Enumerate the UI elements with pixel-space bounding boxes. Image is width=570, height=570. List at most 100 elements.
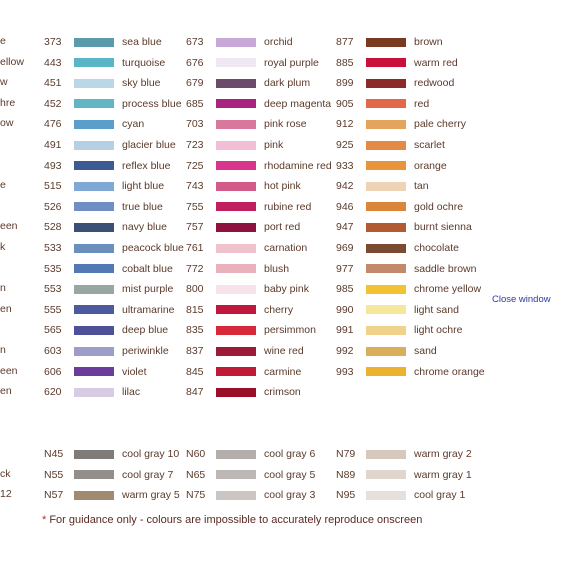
colour-name: chrome yellow: [414, 283, 482, 296]
colour-row: 443 turquoise: [44, 53, 165, 73]
colour-row: 533 peacock blue: [44, 238, 184, 258]
colour-row: 476 cyan: [44, 114, 144, 134]
colour-code: 990: [336, 303, 354, 316]
colour-swatch: [216, 367, 256, 377]
colour-swatch: [216, 264, 256, 274]
colour-name: pink: [264, 139, 284, 151]
close-window-link[interactable]: Close window: [492, 294, 551, 305]
colour-code: 603: [44, 345, 62, 357]
colour-name: sand: [414, 345, 437, 357]
colour-name: reflex blue: [122, 159, 171, 172]
colour-name: light sand: [414, 303, 459, 316]
colour-row: 757 port red: [186, 217, 300, 237]
colour-name: orchid: [264, 36, 293, 48]
colour-name: royal purple: [264, 56, 319, 69]
colour-name: warm gray 1: [414, 468, 472, 481]
colour-code: 476: [44, 118, 62, 131]
colour-code: 925: [336, 139, 354, 151]
colour-row: 676 royal purple: [186, 53, 319, 73]
colour-row: 772 blush: [186, 259, 289, 279]
colour-row: 942 tan: [336, 176, 429, 196]
colour-name: deep magenta: [264, 97, 332, 110]
colour-code: 761: [186, 242, 204, 254]
colour-swatch: [216, 119, 256, 129]
colour-swatch: [366, 346, 406, 356]
colour-swatch: [366, 490, 406, 500]
colour-row: 673 orchid: [186, 32, 293, 52]
colour-name: periwinkle: [122, 345, 169, 357]
colour-code: 847: [186, 386, 204, 399]
colour-name: glacier blue: [122, 139, 176, 151]
colour-name: sky blue: [122, 77, 161, 90]
colour-code: 553: [44, 283, 62, 296]
colour-name: cool gray 10: [122, 448, 180, 460]
colour-swatch: [366, 202, 406, 212]
colour-swatch: [74, 99, 114, 109]
colour-swatch: [366, 99, 406, 109]
colour-code: N89: [336, 468, 356, 481]
colour-name: brown: [414, 36, 443, 48]
colour-swatch: [74, 119, 114, 129]
colour-code: 535: [44, 262, 62, 275]
colour-code: 491: [44, 139, 62, 151]
guidance-note: * For guidance only - colours are imposs…: [42, 514, 422, 526]
colour-name: peacock blue: [122, 242, 184, 254]
colour-code: 755: [186, 200, 204, 213]
colour-code: 837: [186, 345, 204, 357]
colour-swatch: [74, 387, 114, 397]
colour-swatch: [366, 58, 406, 68]
colour-row: 992 sand: [336, 341, 437, 361]
clipped-edge-label: w: [0, 76, 8, 89]
colour-code: 977: [336, 262, 354, 275]
colour-code: 526: [44, 200, 62, 213]
colour-swatch: [74, 181, 114, 191]
clipped-edge-label: ow: [0, 117, 14, 130]
colour-name: cool gray 1: [414, 489, 466, 501]
colour-name: true blue: [122, 200, 163, 213]
colour-row: 493 reflex blue: [44, 156, 170, 176]
colour-code: N45: [44, 448, 64, 460]
colour-code: 452: [44, 97, 62, 110]
colour-row: N79 warm gray 2: [336, 444, 472, 464]
colour-row: 491 glacier blue: [44, 135, 176, 155]
colour-name: carnation: [264, 242, 308, 254]
colour-name: cyan: [122, 118, 145, 131]
clipped-edge-label: en: [0, 385, 12, 398]
colour-name: dark plum: [264, 77, 311, 90]
colour-row: N57 warm gray 5: [44, 485, 180, 505]
colour-name: light ochre: [414, 324, 463, 337]
colour-name: tan: [414, 180, 429, 193]
colour-row: 993 chrome orange: [336, 362, 485, 382]
colour-swatch: [74, 367, 114, 377]
colour-swatch: [366, 305, 406, 315]
colour-name: chocolate: [414, 242, 459, 254]
colour-code: 451: [44, 77, 62, 90]
colour-code: 565: [44, 324, 62, 337]
colour-row: 535 cobalt blue: [44, 259, 173, 279]
colour-code: 673: [186, 36, 204, 48]
colour-name: pale cherry: [414, 118, 466, 131]
colour-row: 946 gold ochre: [336, 197, 463, 217]
colour-row: 679 dark plum: [186, 73, 310, 93]
colour-code: 946: [336, 200, 354, 213]
colour-code: 772: [186, 262, 204, 275]
colour-name: baby pink: [264, 283, 309, 296]
colour-swatch: [216, 243, 256, 253]
colour-row: N75 cool gray 3: [186, 485, 315, 505]
colour-name: sea blue: [122, 36, 162, 48]
colour-swatch: [216, 449, 256, 459]
colour-row: 837 wine red: [186, 341, 304, 361]
colour-row: 743 hot pink: [186, 176, 301, 196]
colour-code: 933: [336, 159, 354, 172]
colour-name: violet: [122, 365, 147, 378]
colour-swatch: [366, 37, 406, 47]
colour-code: 942: [336, 180, 354, 193]
colour-name: saddle brown: [414, 262, 477, 275]
colour-swatch: [74, 346, 114, 356]
colour-swatch: [74, 470, 114, 479]
colour-row: 553 mist purple: [44, 279, 173, 299]
colour-name: ultramarine: [122, 303, 175, 316]
colour-swatch: [74, 264, 114, 274]
colour-swatch: [74, 58, 114, 68]
colour-name: burnt sienna: [414, 221, 472, 234]
